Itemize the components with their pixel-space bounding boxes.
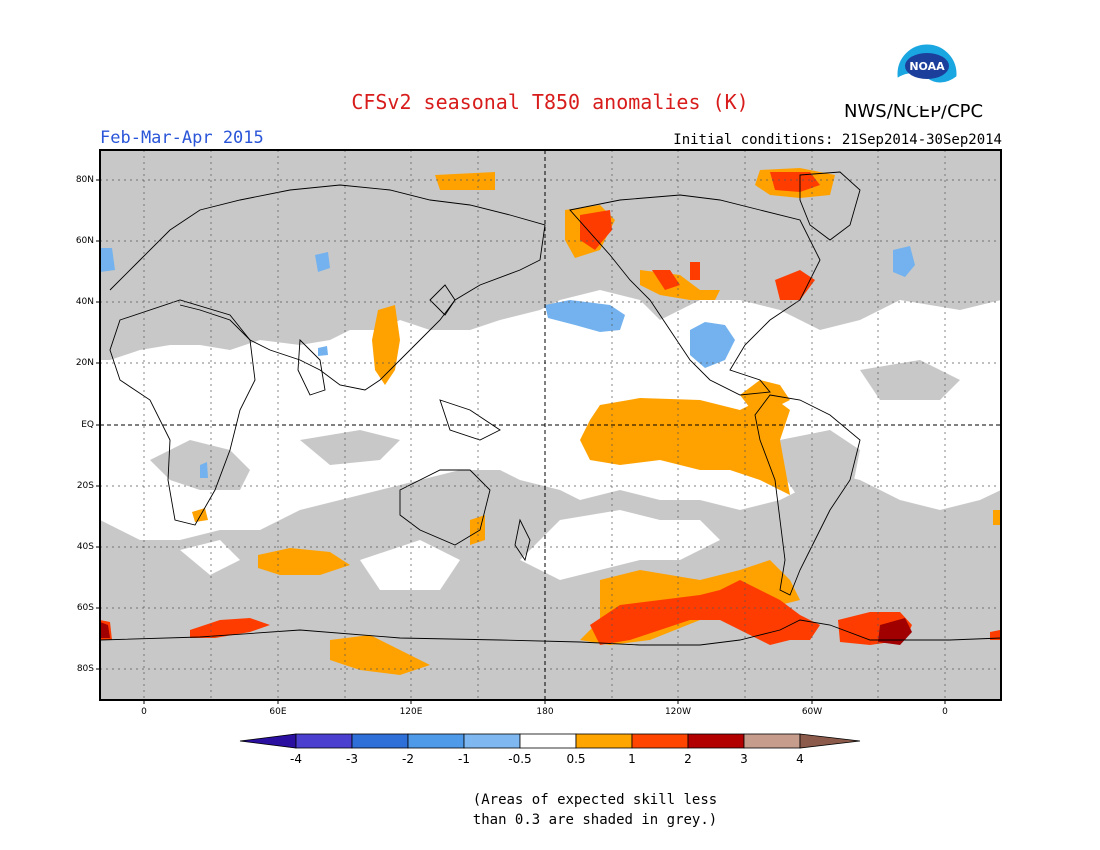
lon-label: 60E (269, 707, 287, 717)
lon-label: 180 (536, 707, 554, 717)
colorbar-label: -2 (402, 752, 414, 766)
colorbar-label: -3 (346, 752, 358, 766)
colorbar-label: 3 (740, 752, 748, 766)
colorbar-label: -1 (458, 752, 470, 766)
season-label: Feb-Mar-Apr 2015 (100, 128, 264, 148)
coastlines (99, 171, 1002, 646)
skill-note-line-1: (Areas of expected skill less (472, 792, 718, 808)
darkred-anomalies (100, 618, 912, 645)
blue-anomalies (100, 246, 915, 478)
lat-label: EQ (81, 420, 94, 430)
lat-label: 40S (76, 542, 94, 552)
skill-note-line-2: than 0.3 are shaded in grey.) (472, 812, 718, 828)
lat-label: 40N (75, 297, 94, 307)
grid-lines (100, 150, 1001, 700)
colorbar-cell (743, 733, 801, 749)
map-title: CFSv2 seasonal T850 anomalies (K) (351, 90, 749, 114)
white-patches (180, 510, 720, 590)
lon-label: 60W (801, 707, 823, 717)
colorbar-label: -4 (290, 752, 302, 766)
colorbar-label: -0.5 (508, 752, 532, 766)
logo-text: NOAA (909, 60, 945, 73)
lon-label: 120E (399, 707, 423, 717)
lat-label: 80N (75, 175, 94, 185)
colorbar-cell (351, 733, 409, 749)
colorbar-label: 4 (796, 752, 804, 766)
agency-label: NWS/NCEP/CPC (844, 101, 984, 122)
noaa-logo: NOAA (896, 43, 958, 106)
colorbar-label: 2 (684, 752, 692, 766)
colorbar-cell (519, 733, 577, 749)
initial-conditions-label: Initial conditions: 21Sep2014-30Sep2014 (673, 132, 1002, 148)
lat-label: 60S (76, 603, 94, 613)
colorbar-cell (463, 733, 521, 749)
lat-label: 60N (75, 236, 94, 246)
lon-label: 120W (664, 707, 692, 717)
colorbar-cell (631, 733, 689, 749)
lon-label: 0 (942, 707, 948, 717)
colorbar-cell (239, 733, 297, 749)
colorbar-cell (407, 733, 465, 749)
colorbar-cell (295, 733, 353, 749)
lat-label: 20N (75, 358, 94, 368)
lat-label: 80S (76, 664, 94, 674)
colorbar-label: 1 (628, 752, 636, 766)
colorbar (239, 733, 861, 749)
lat-label: 20S (76, 481, 94, 491)
colorbar-label: 0.5 (566, 752, 586, 766)
colorbar-cell (687, 733, 745, 749)
axis-ticks (96, 179, 946, 704)
lon-label: 0 (141, 707, 147, 717)
colorbar-cell (799, 733, 861, 749)
colorbar-cell (575, 733, 633, 749)
